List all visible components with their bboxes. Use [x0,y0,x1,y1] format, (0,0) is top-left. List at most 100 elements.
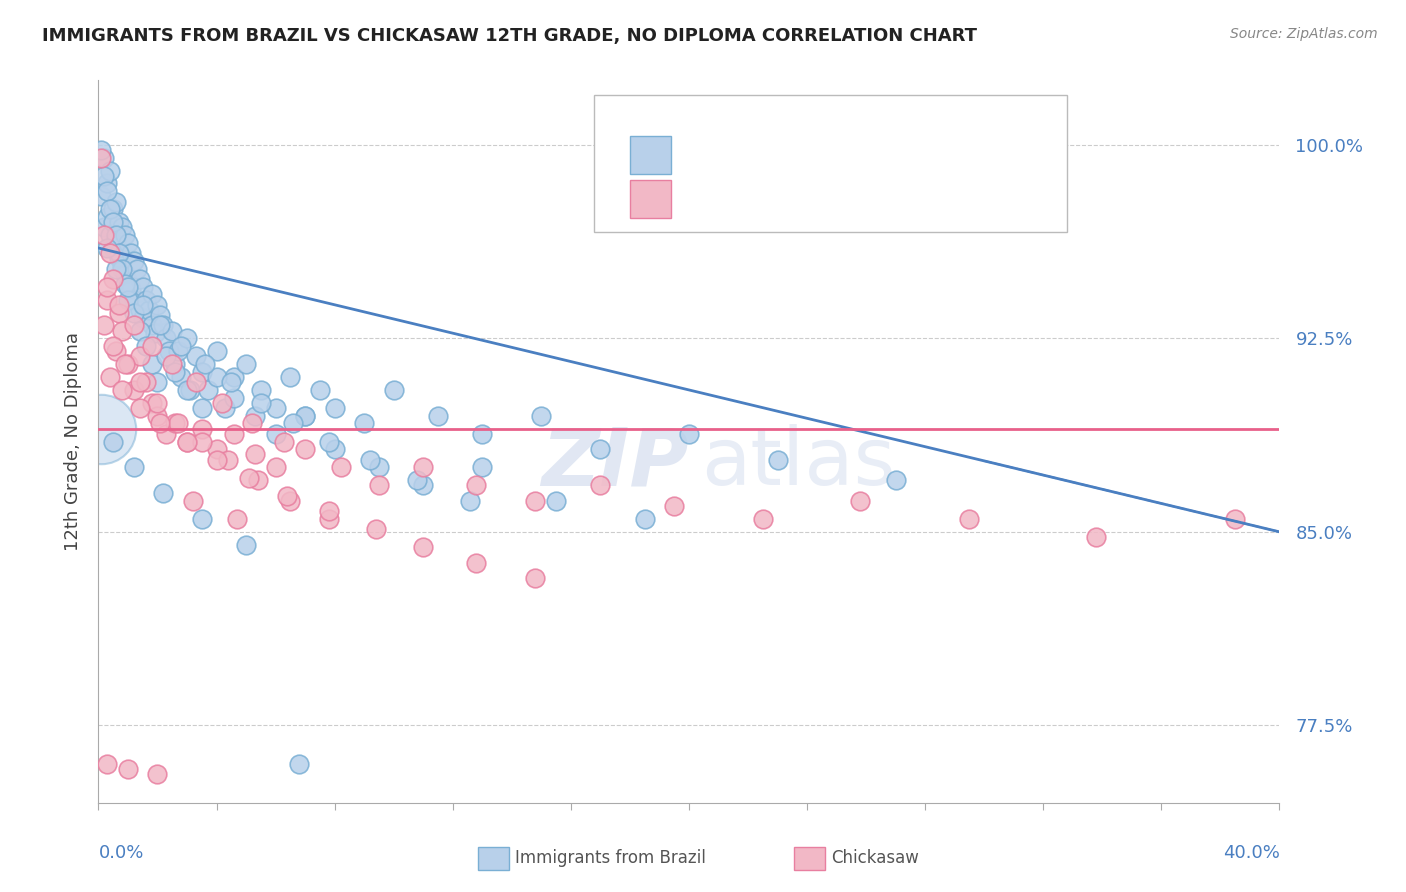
Point [664,499,686,513]
Text: Source: ZipAtlas.com: Source: ZipAtlas.com [1230,27,1378,41]
Point [96,279,118,293]
Point [318,434,340,449]
Point [108,305,131,319]
Text: atlas: atlas [700,425,896,502]
Point [146,409,169,423]
Point [191,422,214,436]
Point [143,326,166,340]
Point [1085,530,1108,544]
Point [235,357,257,371]
Point [238,470,260,484]
Point [170,370,193,384]
Point [103,339,125,353]
Point [90,189,112,203]
Point [273,434,295,449]
Point [205,370,228,384]
Text: 79: 79 [960,183,987,202]
Point [224,370,246,384]
Point [205,344,228,359]
Point [125,261,148,276]
Point [111,259,134,273]
Point [165,357,187,371]
Point [138,302,160,317]
Point [465,478,488,492]
FancyBboxPatch shape [595,95,1067,232]
Point [122,293,145,307]
Point [224,391,246,405]
Point [120,282,142,296]
Point [96,210,118,224]
Point [141,287,163,301]
Point [368,478,391,492]
Point [90,151,112,165]
Text: IMMIGRANTS FROM BRAZIL VS CHICKASAW 12TH GRADE, NO DIPLOMA CORRELATION CHART: IMMIGRANTS FROM BRAZIL VS CHICKASAW 12TH… [42,27,977,45]
Point [90,143,112,157]
Text: ZIP: ZIP [541,425,689,502]
Point [406,473,429,487]
Point [108,298,131,312]
Point [288,757,311,772]
Point [128,350,150,364]
Text: Chickasaw: Chickasaw [831,849,920,867]
Point [235,538,257,552]
Point [323,442,346,457]
Point [141,318,163,333]
Point [309,383,332,397]
Text: -0.176: -0.176 [772,139,841,159]
Point [128,302,150,317]
Text: -0.006: -0.006 [772,183,841,202]
Point [105,228,128,243]
Point [849,494,872,508]
Point [103,434,125,449]
Point [93,318,115,333]
Text: N =: N = [890,183,927,202]
Text: 120: 120 [960,139,1001,159]
Point [884,473,907,487]
Point [117,275,139,289]
Point [117,293,139,307]
Point [108,215,131,229]
Point [105,261,128,276]
Point [678,426,700,441]
Point [162,324,183,338]
Point [155,331,177,345]
Point [329,460,352,475]
Point [176,331,198,345]
Point [412,541,434,555]
Point [141,396,163,410]
Point [766,452,789,467]
Point [524,571,547,585]
Point [165,417,187,431]
Point [959,512,981,526]
Point [93,228,115,243]
Point [98,246,121,260]
Point [167,344,190,359]
Point [217,452,239,467]
Point [96,177,118,191]
Point [146,396,169,410]
Point [105,233,128,247]
Point [103,272,125,286]
Point [250,396,273,410]
Point [752,512,775,526]
Point [176,434,198,449]
Point [176,434,198,449]
Point [155,350,177,364]
Point [323,401,346,415]
Point [283,417,305,431]
Point [368,460,391,475]
Point [98,228,121,243]
Point [90,422,112,436]
Point [294,442,316,457]
Point [191,512,214,526]
Point [105,344,128,359]
Point [146,767,169,781]
Point [108,246,131,260]
Point [103,241,125,255]
Point [294,409,316,423]
Point [221,375,243,389]
Point [191,401,214,415]
Point [132,279,155,293]
Point [96,757,118,772]
Point [589,478,612,492]
